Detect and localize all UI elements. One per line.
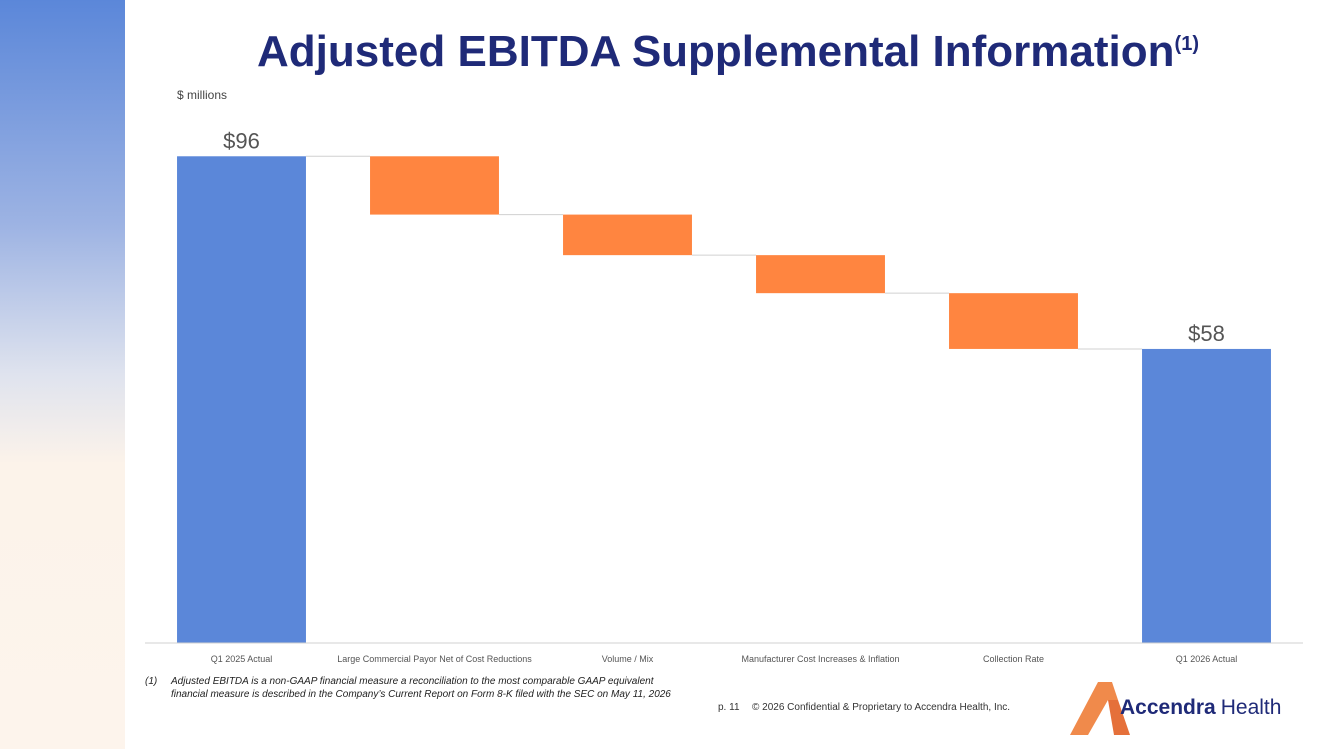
logo-text: Accendra Health <box>1120 696 1281 719</box>
title-note: (1) <box>1175 33 1199 55</box>
bar <box>1142 348 1271 643</box>
bar <box>370 156 499 215</box>
bar <box>756 255 885 294</box>
x-tick-label: Collection Rate <box>983 654 1044 664</box>
logo-mark <box>1070 682 1118 735</box>
copyright: © 2026 Confidential & Proprietary to Acc… <box>752 702 1010 713</box>
footnote-line: financial measure is described in the Co… <box>171 689 671 700</box>
x-tick-label: Large Commercial Payor Net of Cost Reduc… <box>337 654 532 664</box>
value-label: $58 <box>1188 321 1225 346</box>
x-tick-label: Q1 2025 Actual <box>211 654 273 664</box>
waterfall-chart: $96 Q1 2025 Actual Large Commercial Payor … <box>145 128 1303 664</box>
side-band <box>0 0 125 749</box>
unit-label: $ millions <box>177 88 227 102</box>
page-number: p. 11 <box>718 702 740 713</box>
x-tick-label: Q1 2026 Actual <box>1176 654 1238 664</box>
chart-title: Adjusted EBITDA Supplemental Information… <box>257 27 1199 76</box>
value-label: $96 <box>223 128 260 153</box>
title-text: Adjusted EBITDA Supplemental Information <box>257 27 1175 76</box>
logo-mark <box>1108 700 1130 735</box>
footnote-marker: (1) <box>145 676 157 687</box>
bar <box>949 293 1078 349</box>
x-tick-label: Manufacturer Cost Increases & Inflation <box>741 654 899 664</box>
bar <box>177 156 306 643</box>
logo-suffix: Health <box>1221 696 1282 719</box>
x-tick-label: Volume / Mix <box>602 654 654 664</box>
footnote-line: Adjusted EBITDA is a non-GAAP financial … <box>170 676 655 687</box>
bar <box>563 214 692 256</box>
logo-name: Accendra <box>1120 696 1216 719</box>
